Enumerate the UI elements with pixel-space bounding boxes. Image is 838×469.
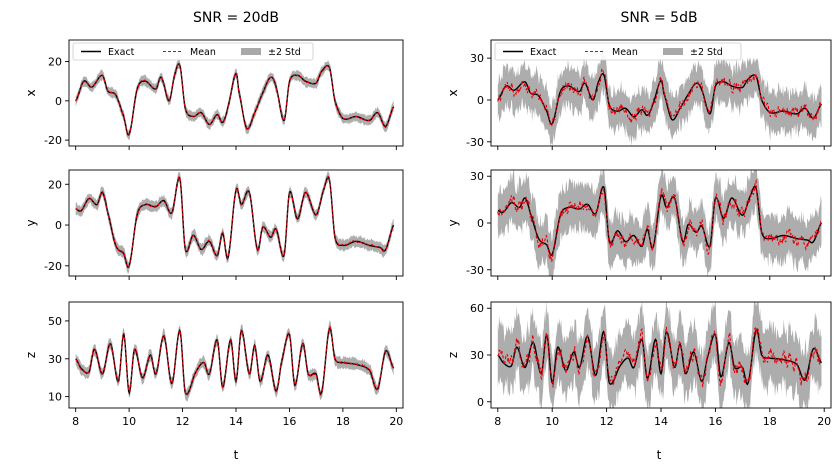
x-tick-label: 16 <box>282 415 296 428</box>
y-tick-label: 0 <box>477 396 484 409</box>
y-tick-label: 0 <box>55 219 62 232</box>
y-tick-label: -30 <box>466 136 484 149</box>
std-band <box>75 58 394 140</box>
y-tick-label: 0 <box>477 94 484 107</box>
x-axis-label-left: t <box>234 448 239 462</box>
panel-left-y: -20 0 20 y <box>24 169 404 280</box>
y-tick-label: 30 <box>470 349 484 362</box>
x-tick-label: 18 <box>336 415 350 428</box>
y-tick-label: 0 <box>477 217 484 230</box>
std-band <box>75 320 394 402</box>
legend-mean-label: Mean <box>612 47 638 58</box>
x-tick-label: 12 <box>176 415 190 428</box>
mean-line <box>75 175 394 269</box>
y-axis-label: y <box>446 219 460 226</box>
legend-mean-label: Mean <box>190 47 216 58</box>
y-tick-label: -30 <box>466 264 484 277</box>
std-band <box>497 302 822 408</box>
y-tick-label: 60 <box>470 302 484 315</box>
y-tick-label: 0 <box>55 95 62 108</box>
x-tick-label: 20 <box>389 415 403 428</box>
x-tick-label: 14 <box>654 415 668 428</box>
mean-line <box>75 325 395 397</box>
panel-left-x: -20 0 20 x Exact Mean ±2 Std <box>24 39 404 150</box>
mean-line <box>75 62 395 137</box>
exact-line <box>75 63 395 136</box>
legend: Exact Mean ±2 Std <box>72 42 314 61</box>
y-tick-label: -20 <box>44 260 62 273</box>
legend-exact-label: Exact <box>108 47 135 58</box>
y-tick-label: -20 <box>44 134 62 147</box>
y-tick-label: 50 <box>48 315 62 328</box>
mean-line <box>497 326 822 388</box>
panel-right-x: -30 0 30 x Exact Mean ±2 Std <box>446 39 832 150</box>
title-left-column: SNR = 20dB <box>193 10 279 26</box>
panel-right-z: 0 30 60 8 10 12 14 16 18 20 z <box>446 301 832 428</box>
x-axis-label-right: t <box>657 448 662 462</box>
y-tick-label: 30 <box>470 170 484 183</box>
x-tick-label: 14 <box>229 415 243 428</box>
y-tick-label: 20 <box>48 56 62 69</box>
y-tick-label: 30 <box>48 353 62 366</box>
panel-left-z: 10 30 50 8 10 12 14 16 18 20 z <box>24 301 404 428</box>
legend-std-swatch <box>663 48 683 55</box>
y-axis-label: y <box>24 219 38 226</box>
legend: Exact Mean ±2 Std <box>494 42 742 61</box>
legend-std-label: ±2 Std <box>690 47 723 58</box>
x-tick-label: 10 <box>122 415 136 428</box>
mean-line <box>497 67 822 127</box>
x-tick-label: 8 <box>494 415 501 428</box>
y-axis-label: z <box>24 352 38 358</box>
legend-std-swatch <box>241 48 261 55</box>
x-tick-label: 20 <box>817 415 831 428</box>
title-right-column: SNR = 5dB <box>620 10 697 26</box>
y-axis-label: z <box>446 352 460 358</box>
legend-std-label: ±2 Std <box>268 47 301 58</box>
panel-right-y: -30 0 30 y <box>446 169 832 280</box>
y-axis-label: x <box>24 89 38 96</box>
x-tick-label: 18 <box>763 415 777 428</box>
x-tick-label: 8 <box>72 415 79 428</box>
y-tick-label: 30 <box>470 52 484 65</box>
x-tick-label: 16 <box>708 415 722 428</box>
std-band <box>75 170 394 274</box>
y-tick-label: 20 <box>48 178 62 191</box>
std-band <box>497 47 822 146</box>
y-axis-label: x <box>446 89 460 96</box>
y-tick-label: 10 <box>48 391 62 404</box>
mean-line <box>497 178 822 262</box>
exact-line <box>75 176 395 269</box>
legend-exact-label: Exact <box>530 47 557 58</box>
x-tick-label: 10 <box>545 415 559 428</box>
x-tick-label: 12 <box>600 415 614 428</box>
axes-frame <box>68 301 404 409</box>
std-band <box>497 170 822 276</box>
